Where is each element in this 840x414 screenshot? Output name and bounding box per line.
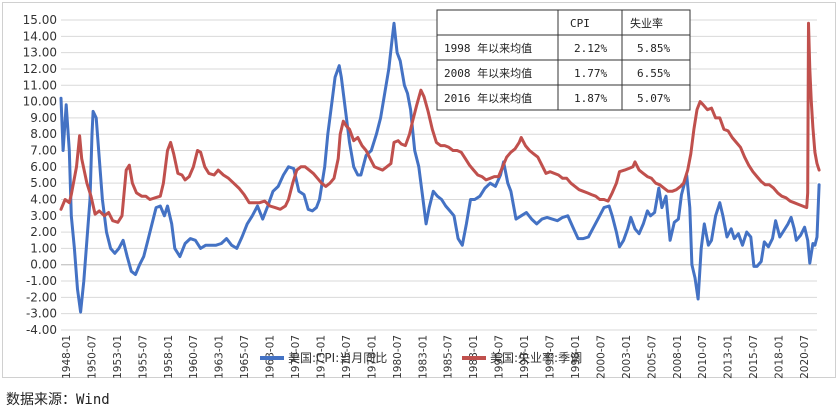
y-tick-label: 3.00 <box>30 209 57 223</box>
x-tick-label: 1995-07 <box>545 335 557 379</box>
y-tick-label: 2.00 <box>30 225 57 239</box>
x-tick-label: 1970-07 <box>290 335 302 379</box>
source-value: Wind <box>76 392 110 408</box>
y-tick-label: 4.00 <box>30 192 57 206</box>
table-cell-cpi: 2.12% <box>574 42 607 55</box>
source-note: 数据来源：Wind <box>6 389 110 409</box>
x-tick-label: 1978-01 <box>366 335 378 379</box>
legend-label-cpi: 美国:CPI:当月同比 <box>288 351 387 365</box>
x-tick-label: 1973-01 <box>315 335 327 379</box>
table-row-label: 1998 年以来均值 <box>444 41 532 55</box>
y-tick-label: 1.00 <box>30 241 57 255</box>
table-cell-unemployment: 5.07% <box>637 92 670 105</box>
x-tick-label: 1963-01 <box>214 335 226 379</box>
x-tick-label: 1958-01 <box>163 335 175 379</box>
source-label: 数据来源： <box>6 392 76 408</box>
stats-table: CPI 失业率 1998 年以来均值 2.12% 5.85% 2008 年以来均… <box>436 9 691 111</box>
y-tick-label: 8.00 <box>30 127 57 141</box>
y-tick-label: 0.00 <box>30 258 57 272</box>
x-tick-label: 1955-07 <box>137 335 149 379</box>
chart: 15.00 14.00 13.00 12.00 11.00 10.00 9.00 8.00 7.… <box>23 9 821 379</box>
table-header-unemployment: 失业率 <box>630 16 663 30</box>
x-tick-label: 2005-07 <box>646 335 658 379</box>
y-tick-label: 6.00 <box>30 160 57 174</box>
y-tick-label: -4.00 <box>26 323 57 337</box>
table-cell-unemployment: 5.85% <box>637 42 670 55</box>
y-tick-label: 10.00 <box>23 95 57 109</box>
y-tick-label: -3.00 <box>26 307 57 321</box>
x-tick-label: 1948-01 <box>61 335 73 379</box>
x-tick-label: 1953-01 <box>112 335 124 379</box>
table-header-cpi: CPI <box>570 17 590 30</box>
chart-frame: 15.00 14.00 13.00 12.00 11.00 10.00 9.00 8.00 7.… <box>2 2 836 379</box>
y-tick-label: -2.00 <box>26 290 57 304</box>
x-tick-label: 1993-01 <box>519 335 531 379</box>
y-tick-label: 12.00 <box>23 62 57 76</box>
x-tick-label: 2020-07 <box>799 335 811 379</box>
x-tick-label: 2000-07 <box>595 335 607 379</box>
x-tick-label: 2013-01 <box>723 335 735 379</box>
x-tick-label: 1990-07 <box>494 335 506 379</box>
x-tick-label: 2010-07 <box>697 335 709 379</box>
y-axis: 15.00 14.00 13.00 12.00 11.00 10.00 9.00 8.00 7.… <box>23 13 57 337</box>
y-tick-label: 13.00 <box>23 46 57 60</box>
legend: 美国:CPI:当月同比 美国:失业率:季调 <box>260 350 582 365</box>
y-tick-label: 5.00 <box>30 176 57 190</box>
y-tick-label: 11.00 <box>23 78 57 92</box>
series-line-unemployment <box>59 21 821 224</box>
x-tick-label: 2003-01 <box>621 335 633 379</box>
table-row-label: 2008 年以来均值 <box>444 66 532 80</box>
series-line-cpi <box>59 21 821 314</box>
y-tick-label: 14.00 <box>23 29 57 43</box>
x-tick-label: 1980-07 <box>392 335 404 379</box>
x-tick-label: 1965-07 <box>239 335 251 379</box>
y-tick-label: -1.00 <box>26 274 57 288</box>
table-cell-cpi: 1.87% <box>574 92 607 105</box>
y-tick-label: 7.00 <box>30 144 57 158</box>
table-row-label: 2016 年以来均值 <box>444 91 532 105</box>
x-tick-label: 1975-07 <box>341 335 353 379</box>
series-layer <box>59 21 821 314</box>
table-cell-cpi: 1.77% <box>574 67 607 80</box>
x-tick-label: 1960-07 <box>188 335 200 379</box>
table-cell-unemployment: 6.55% <box>637 67 670 80</box>
x-tick-label: 1983-01 <box>417 335 429 379</box>
y-tick-label: 9.00 <box>30 111 57 125</box>
legend-label-unemployment: 美国:失业率:季调 <box>490 350 582 365</box>
x-tick-label: 2015-07 <box>748 335 760 379</box>
x-axis: 1948-01 1950-07 1953-01 1955-07 1958-01 1960-… <box>61 335 811 379</box>
x-tick-label: 1985-07 <box>443 335 455 379</box>
x-tick-label: 2018-01 <box>774 335 786 379</box>
x-tick-label: 2008-01 <box>672 335 684 379</box>
x-tick-label: 1950-07 <box>86 335 98 379</box>
x-tick-label: 1998-01 <box>570 335 582 379</box>
y-tick-label: 15.00 <box>23 13 57 27</box>
